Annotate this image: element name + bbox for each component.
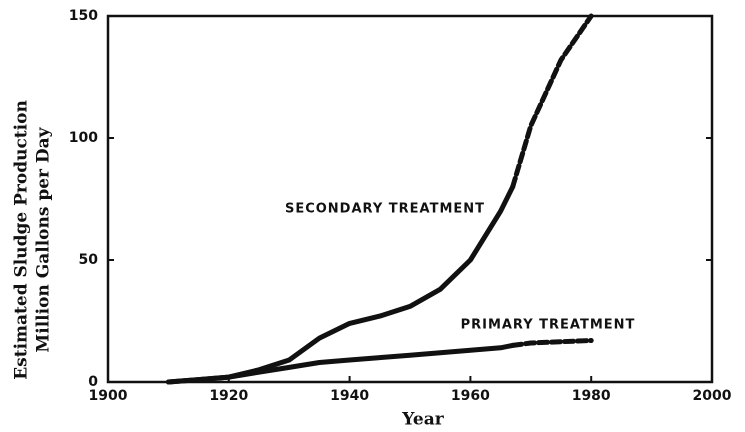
x-tick-label: 1940 [330, 388, 369, 404]
x-axis-label: Year [401, 410, 444, 430]
plot-frame [106, 14, 714, 384]
series-line [165, 342, 516, 385]
y-tick-label: 150 [69, 8, 98, 24]
series-line-dashed [510, 338, 594, 348]
x-tick-label: 1920 [209, 388, 248, 404]
x-tick-label: 1960 [451, 388, 490, 404]
x-tick-label: 2000 [693, 388, 732, 404]
y-tick-label: 100 [69, 130, 98, 146]
x-tick-label: 1900 [89, 388, 128, 404]
y-axis-label: Estimated Sludge Production [12, 100, 32, 380]
y-tick-label: 0 [88, 374, 98, 390]
series-line-dashed [510, 13, 594, 190]
x-tick-label: 1980 [572, 388, 611, 404]
series-label: PRIMARY TREATMENT [461, 318, 636, 333]
y-tick-label: 50 [79, 252, 99, 268]
y-axis-label: Million Gallons per Day [34, 126, 54, 352]
series-label: SECONDARY TREATMENT [285, 202, 485, 217]
